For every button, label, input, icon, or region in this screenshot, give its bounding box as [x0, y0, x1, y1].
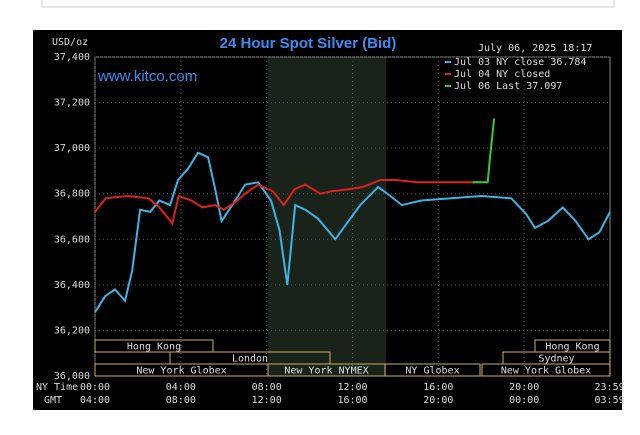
top-panel	[41, 0, 615, 8]
gmt-tick-label: 20:00	[423, 395, 453, 406]
y-tick-label: 36,000	[54, 371, 90, 382]
session-shade	[268, 57, 386, 376]
x-tick-label: 12:00	[337, 382, 367, 393]
y-tick-label: 37,000	[54, 143, 90, 154]
session-label: New York NYMEX	[284, 366, 368, 377]
gmt-tick-label: 16:00	[337, 395, 367, 406]
gmt-tick-label: 00:00	[509, 395, 539, 406]
session-box	[94, 339, 214, 353]
session-label: New York Globex	[501, 366, 591, 377]
session-label: Hong Kong	[545, 342, 599, 353]
session-label: London	[232, 354, 268, 365]
timestamp: July 06, 2025 18:17	[478, 43, 592, 54]
x-tick-label: 04:00	[166, 382, 196, 393]
y-axis-label: USD/oz	[52, 37, 88, 48]
x-tick-label: 16:00	[423, 382, 453, 393]
chart-title: 24 Hour Spot Silver (Bid)	[220, 35, 397, 52]
session-label: New York Globex	[136, 366, 226, 377]
y-tick-label: 37,200	[54, 98, 90, 109]
gmt-tick-label: 04:00	[80, 395, 110, 406]
session-label: Hong Kong	[127, 342, 181, 353]
session-label: Sydney	[538, 354, 574, 365]
x-tick-label: 00:00	[80, 382, 110, 393]
session-label: NY Globex	[405, 366, 459, 377]
x2-axis-label: GMT	[44, 395, 62, 406]
y-tick-label: 36,200	[54, 325, 90, 336]
series-line	[472, 118, 496, 184]
x-tick-label: 23:59	[595, 382, 625, 393]
legend-label: Jul 04 NY closed	[454, 69, 550, 80]
session-box	[384, 363, 481, 377]
y-tick-label: 36,400	[54, 280, 90, 291]
gmt-tick-label: 03:59	[595, 395, 625, 406]
x-axis-label: NY Time	[36, 382, 78, 393]
series-line	[94, 151, 611, 313]
gmt-tick-label: 08:00	[166, 395, 196, 406]
y-tick-label: 37,400	[54, 52, 90, 63]
gmt-tick-label: 12:00	[252, 395, 282, 406]
legend-label: Jul 03 NY close 36.784	[454, 57, 586, 68]
x-tick-label: 08:00	[252, 382, 282, 393]
session-box	[481, 363, 611, 377]
series-line	[94, 179, 482, 226]
website: www.kitco.com	[97, 68, 197, 85]
x-tick-label: 20:00	[509, 382, 539, 393]
legend-label: Jul 06 Last 37.097	[454, 81, 562, 92]
y-tick-label: 36,600	[54, 234, 90, 245]
y-tick-label: 36,800	[54, 189, 90, 200]
